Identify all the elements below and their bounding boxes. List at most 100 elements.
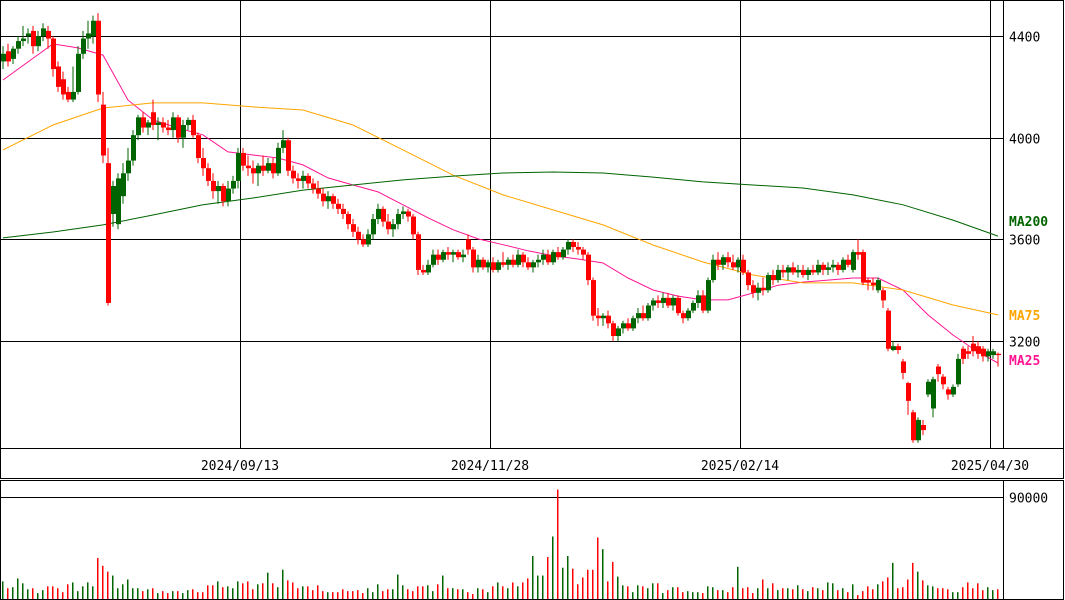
candle <box>451 249 456 263</box>
candle <box>381 206 386 227</box>
candle <box>266 158 271 174</box>
candle-body <box>891 346 896 350</box>
volume-bar <box>662 593 664 599</box>
volume-bar <box>957 592 959 599</box>
volume-bar <box>177 591 179 599</box>
candle-body <box>866 280 871 283</box>
volume-bar <box>322 591 324 599</box>
volume-bar <box>702 593 704 599</box>
volume-bar <box>332 592 334 599</box>
candle-body <box>36 36 41 47</box>
candle <box>466 234 471 255</box>
candle-body <box>156 122 161 125</box>
volume-bar <box>127 579 129 599</box>
volume-bar <box>377 584 379 599</box>
volume-bar <box>767 588 769 599</box>
candle <box>681 310 686 324</box>
candle <box>901 358 906 380</box>
candle-body <box>661 297 666 303</box>
volume-bar <box>132 588 134 599</box>
candle <box>526 257 531 270</box>
candle <box>756 282 761 301</box>
volume-bar <box>397 574 399 599</box>
candle-body <box>601 315 606 319</box>
volume-bar <box>682 592 684 599</box>
volume-bar <box>257 584 259 599</box>
volume-bar <box>842 588 844 599</box>
candle <box>296 173 301 189</box>
volume-bar <box>32 588 34 599</box>
candle <box>281 130 286 153</box>
volume-bar <box>742 588 744 599</box>
grid-lines <box>0 0 1003 498</box>
candle-body <box>351 224 356 232</box>
candle-body <box>741 259 746 273</box>
candle-body <box>161 122 166 128</box>
candle-body <box>66 91 71 100</box>
candle <box>821 262 826 275</box>
volume-bar <box>557 489 559 599</box>
candle <box>651 297 656 311</box>
volume-bar <box>407 589 409 599</box>
candle-body <box>441 252 446 260</box>
candle-body <box>986 351 991 357</box>
candle-body <box>131 135 136 161</box>
candle <box>781 264 786 278</box>
candle-body <box>751 285 756 293</box>
candle <box>216 180 221 204</box>
ma200-label: MA200 <box>1009 215 1048 230</box>
candle-body <box>41 28 46 36</box>
candle-body <box>56 66 61 87</box>
candle-body <box>306 175 311 184</box>
candle <box>376 203 381 225</box>
candle-body <box>876 280 881 291</box>
volume-bar <box>107 571 109 599</box>
candle-body <box>781 269 786 273</box>
volume-bar <box>902 587 904 599</box>
candle <box>371 213 376 240</box>
candle <box>111 180 116 227</box>
candle-body <box>356 231 361 240</box>
candle <box>891 341 896 352</box>
candle-body <box>206 168 211 181</box>
volume-bar <box>157 593 159 599</box>
ma75-line <box>2 102 999 316</box>
volume-bar <box>312 590 314 599</box>
candle-body <box>556 252 561 258</box>
candle-body <box>966 351 971 354</box>
candle-body <box>776 269 781 281</box>
volume-bar <box>477 588 479 599</box>
candle-body <box>491 262 496 270</box>
volume-bar <box>577 584 579 599</box>
volume-bar <box>797 585 799 599</box>
candle-body <box>471 249 476 268</box>
candle <box>866 277 871 291</box>
volume-bar <box>77 591 79 599</box>
volume-bar <box>707 586 709 599</box>
candle <box>861 249 866 286</box>
candle <box>666 292 671 309</box>
volume-bar <box>992 590 994 599</box>
candle <box>531 259 536 273</box>
candle-body <box>6 51 11 62</box>
candle-body <box>756 287 761 293</box>
volume-bar <box>837 590 839 599</box>
volume-bar <box>827 582 829 599</box>
candle <box>741 254 746 275</box>
candle <box>66 86 71 103</box>
volume-bar <box>482 589 484 599</box>
candle-body <box>341 208 346 214</box>
volume-bar <box>952 592 954 599</box>
volume-bar <box>627 586 629 599</box>
candle-body <box>786 267 791 273</box>
candle-body <box>746 272 751 286</box>
volume-bar <box>47 586 49 599</box>
volume-bar <box>12 587 14 599</box>
volume-bar <box>932 586 934 599</box>
volume-bar <box>612 561 614 599</box>
ma25-label: MA25 <box>1009 354 1040 369</box>
volume-bar <box>622 585 624 599</box>
candle-body <box>51 38 56 70</box>
candle <box>406 208 411 222</box>
